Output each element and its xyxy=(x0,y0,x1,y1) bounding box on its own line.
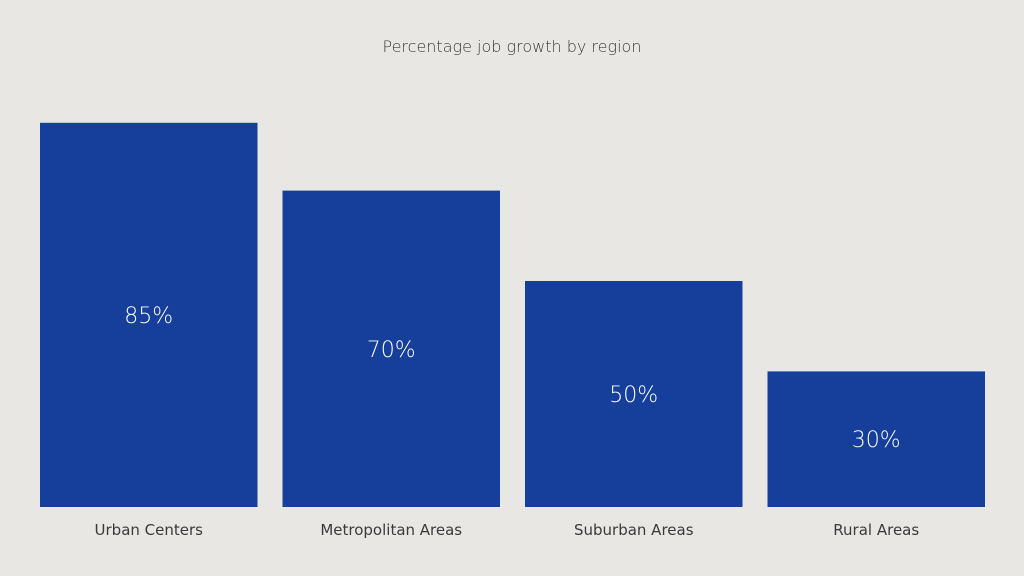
category-labels-layer: Urban Centers Metropolitan Areas Suburban … xyxy=(95,521,920,539)
category-label-suburban-areas: Suburban Areas xyxy=(574,521,694,539)
value-label-rural-areas: 30% xyxy=(852,428,901,453)
value-label-suburban-areas: 50% xyxy=(609,383,658,408)
value-labels-layer: 85% 70% 50% 30% xyxy=(124,304,900,453)
category-label-metropolitan-areas: Metropolitan Areas xyxy=(320,521,462,539)
bar-suburban-areas xyxy=(525,281,743,507)
bars-layer xyxy=(40,122,985,508)
chart-title: Percentage job growth by region xyxy=(383,37,642,56)
bar-metropolitan-areas xyxy=(282,190,500,507)
bar-rural-areas xyxy=(767,371,985,507)
value-label-metropolitan-areas: 70% xyxy=(367,338,416,363)
category-label-rural-areas: Rural Areas xyxy=(833,521,919,539)
value-label-urban-centers: 85% xyxy=(124,304,173,329)
bar-urban-centers xyxy=(40,122,258,508)
category-label-urban-centers: Urban Centers xyxy=(95,521,204,539)
